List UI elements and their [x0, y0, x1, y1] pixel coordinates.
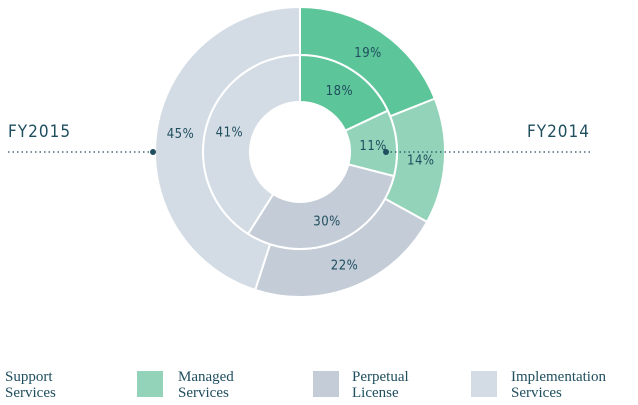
legend-label: Implementation Services — [511, 369, 606, 401]
leader-dot — [150, 149, 156, 155]
legend-label: Support Services — [5, 369, 56, 401]
value-label: 18% — [326, 84, 354, 99]
value-label: 11% — [359, 139, 387, 154]
value-label: 14% — [407, 154, 435, 169]
donut-segment — [246, 163, 396, 250]
value-label: 22% — [331, 259, 359, 274]
series-label: FY2015 — [8, 122, 71, 142]
value-label: 41% — [216, 125, 244, 140]
value-label: 19% — [354, 46, 382, 61]
donut-segment — [202, 53, 301, 236]
legend-swatch — [313, 371, 339, 397]
value-label: 45% — [167, 127, 195, 142]
legend-label: Managed Services — [178, 369, 234, 401]
value-label: 30% — [313, 214, 341, 229]
series-label: FY2014 — [527, 122, 590, 142]
legend-swatch — [137, 371, 163, 397]
legend-swatch — [471, 371, 497, 397]
leader-dot — [383, 149, 389, 155]
legend-label: Perpetual License — [352, 369, 409, 401]
